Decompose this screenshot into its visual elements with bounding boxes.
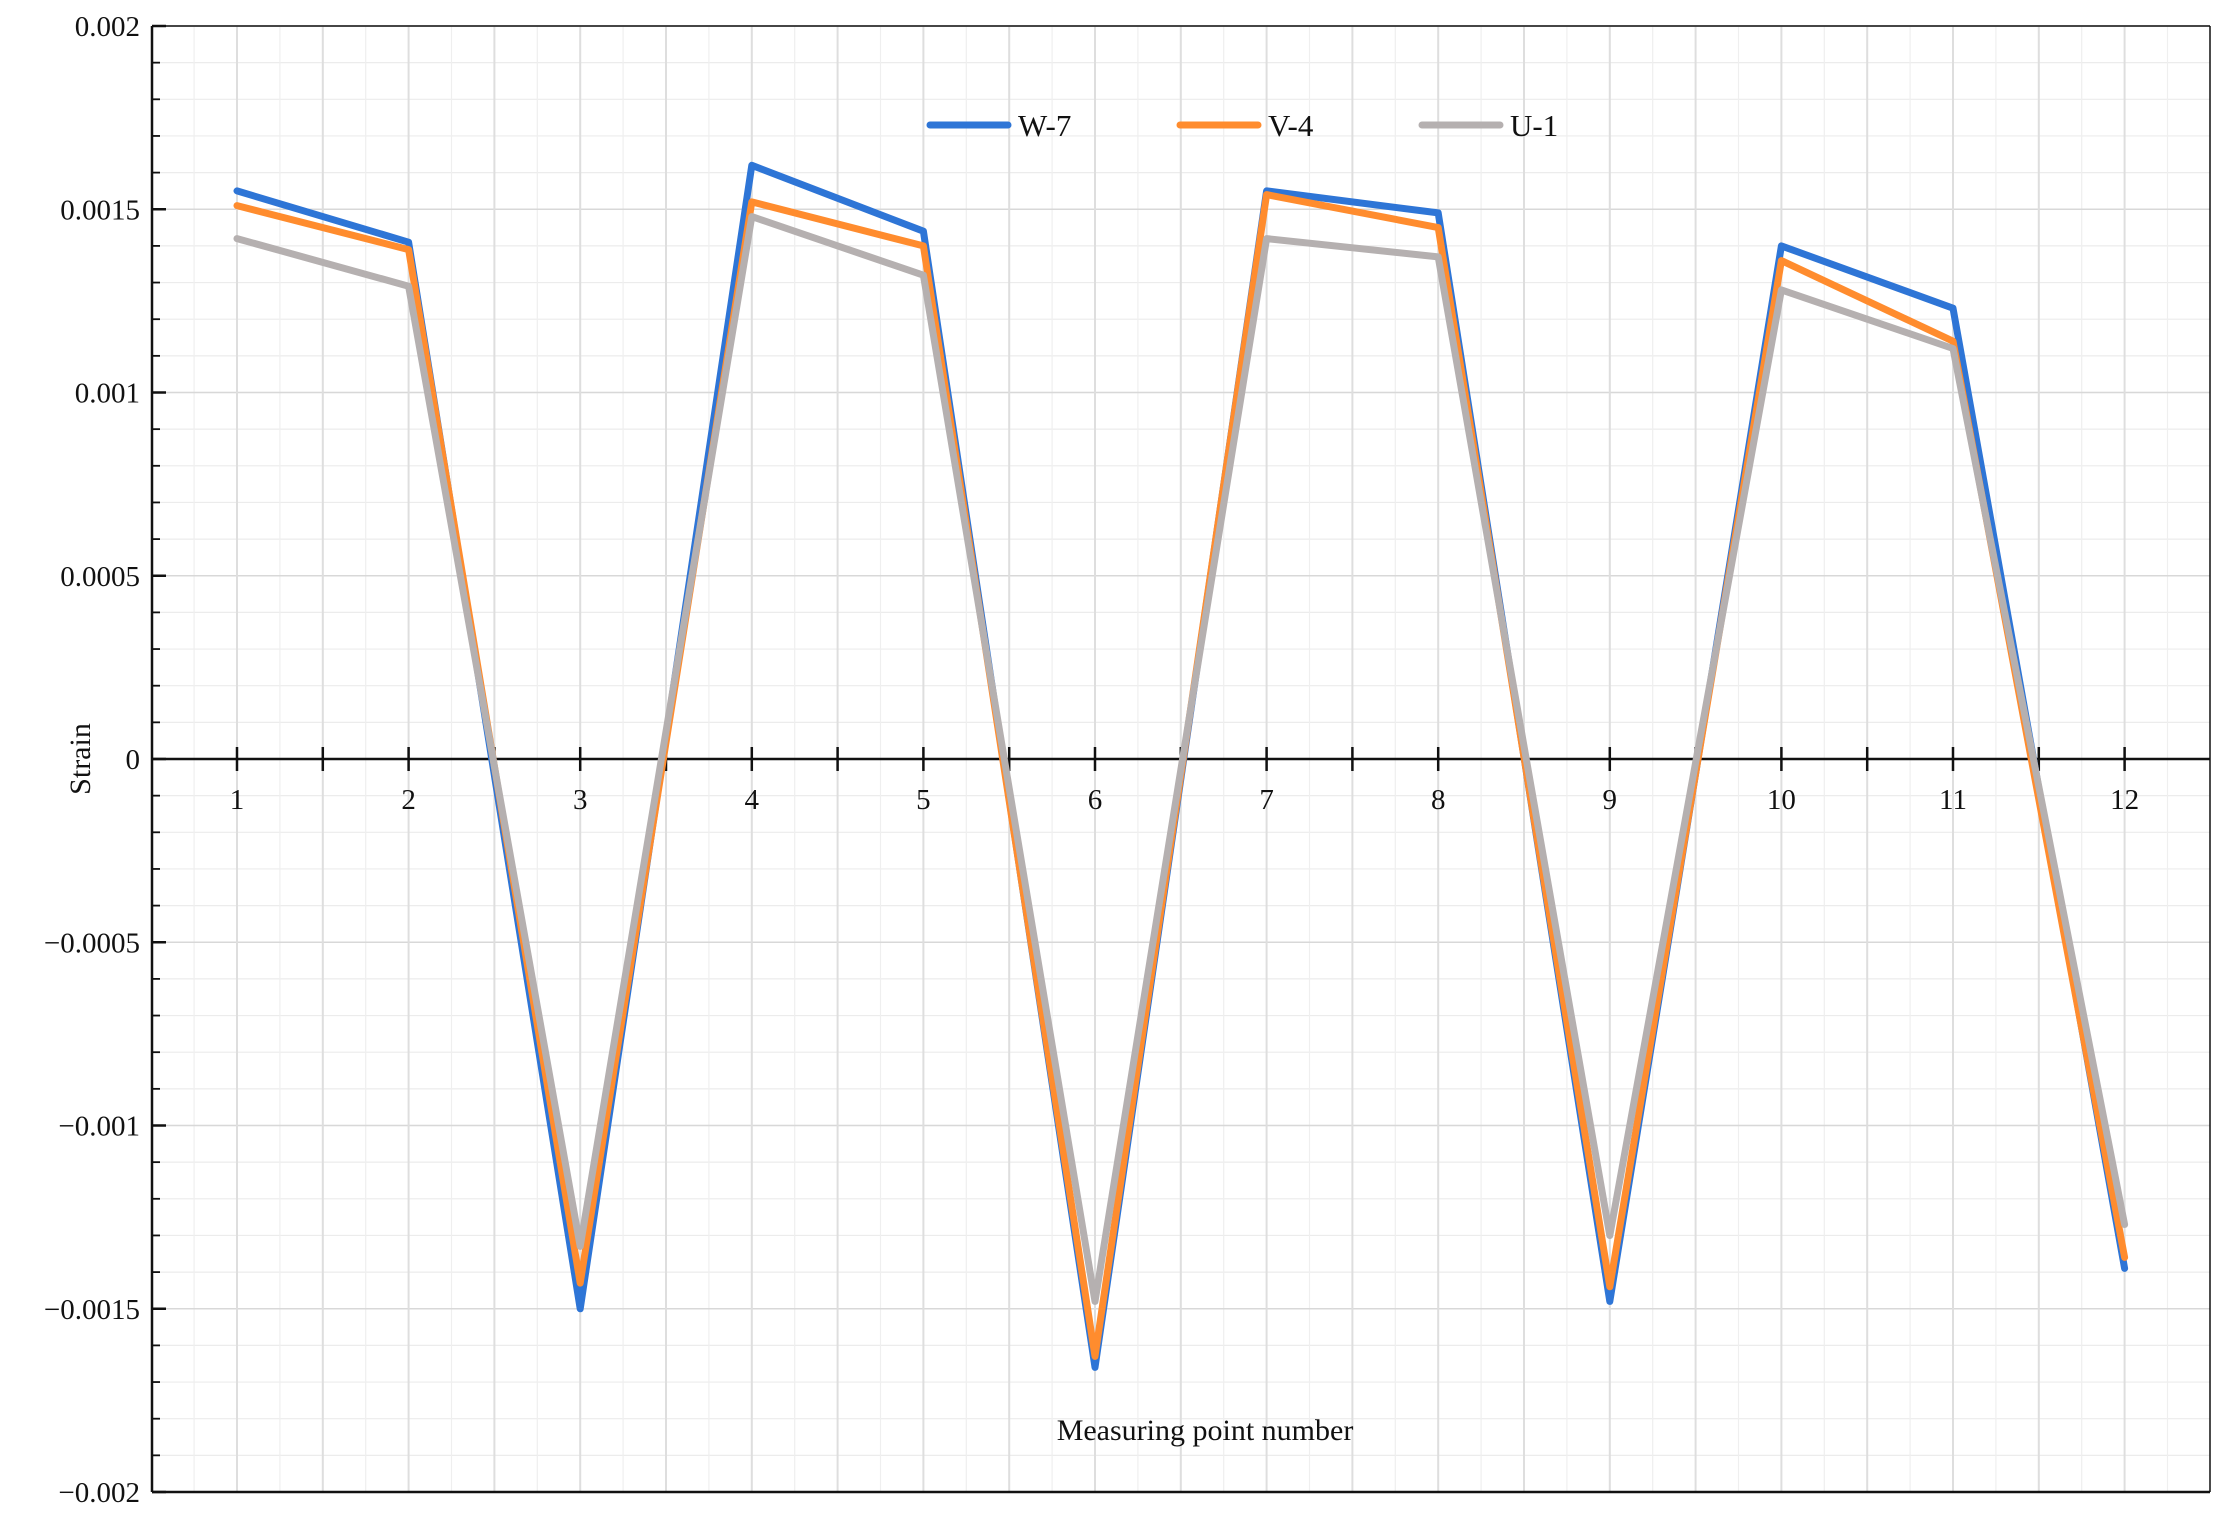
x-tick-label: 8 xyxy=(1431,784,1446,816)
x-tick-label: 6 xyxy=(1088,784,1103,816)
x-tick-label: 11 xyxy=(1939,784,1967,816)
y-tick-label: 0.0005 xyxy=(60,561,140,593)
legend-label-w-7: W-7 xyxy=(1018,108,1071,143)
y-tick-label: −0.002 xyxy=(58,1477,140,1509)
legend-label-u-1: U-1 xyxy=(1510,108,1558,143)
y-tick-label: 0.002 xyxy=(75,11,140,43)
y-axis-title: Strain xyxy=(64,723,97,795)
x-tick-label: 3 xyxy=(573,784,588,816)
series-lines xyxy=(233,161,2129,1371)
x-tick-label: 4 xyxy=(745,784,760,816)
y-tick-label: 0 xyxy=(126,744,141,776)
legend-label-v-4: V-4 xyxy=(1268,108,1314,143)
y-tick-label: 0.001 xyxy=(75,378,140,410)
y-tick-label: −0.001 xyxy=(58,1111,140,1143)
y-axis-ticks: 0.002 0.0015 0.001 0.0005 0 −0.0005 −0.001 −0.0… xyxy=(44,11,166,1509)
legend: W-7 V-4 U-1 xyxy=(926,108,1558,143)
series-line-u-1 xyxy=(233,213,2129,1305)
y-tick-label: −0.0005 xyxy=(44,927,140,959)
x-tick-label: 1 xyxy=(230,784,245,816)
x-tick-label: 9 xyxy=(1603,784,1618,816)
x-tick-label: 2 xyxy=(401,784,416,816)
x-axis-title: Measuring point number xyxy=(1057,1414,1354,1447)
x-tick-label: 7 xyxy=(1259,784,1274,816)
x-tick-label: 10 xyxy=(1767,784,1796,816)
y-tick-label: 0.0015 xyxy=(60,194,140,226)
y-tick-label: −0.0015 xyxy=(44,1294,140,1326)
x-tick-label: 5 xyxy=(916,784,931,816)
x-tick-label: 12 xyxy=(2110,784,2139,816)
